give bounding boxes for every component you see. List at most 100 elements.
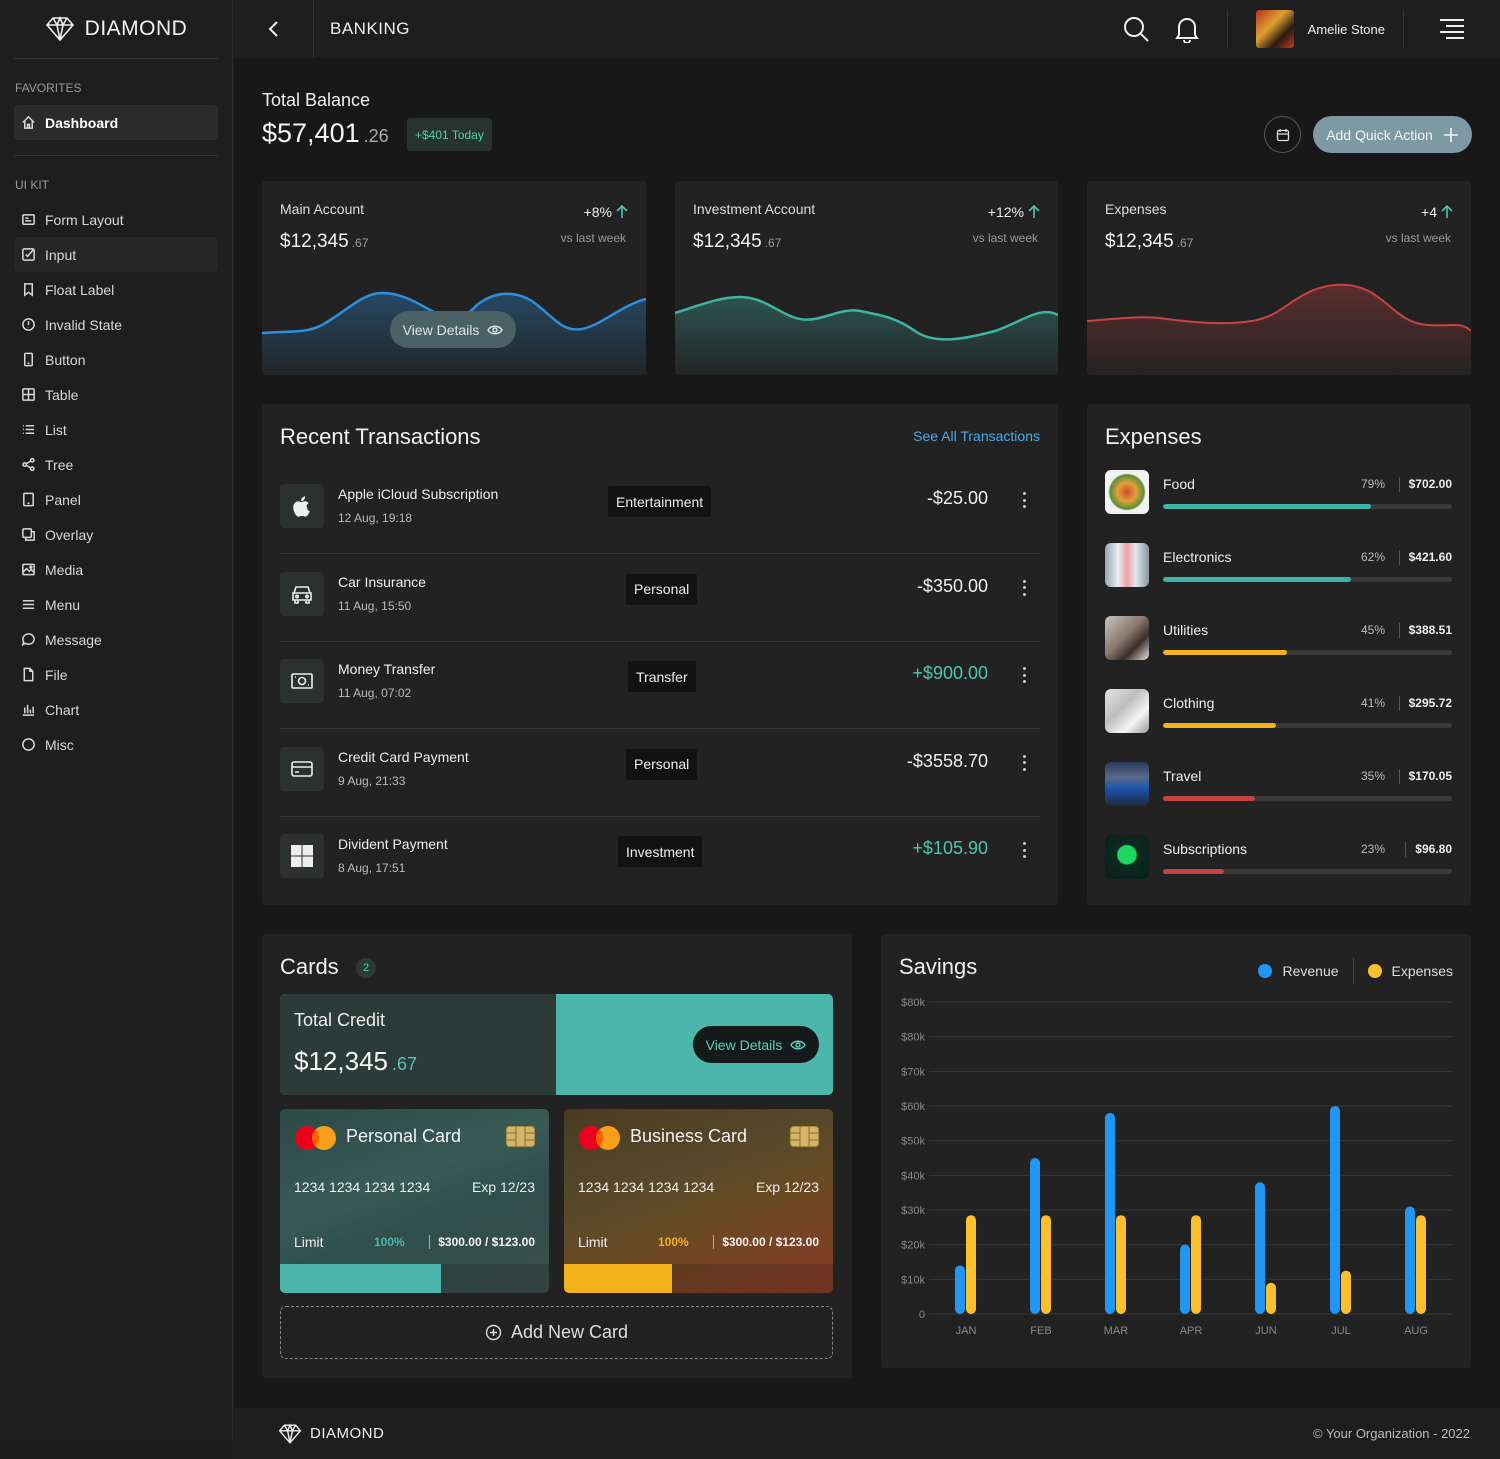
expense-name: Utilities — [1163, 622, 1209, 638]
expense-progress-bar — [1163, 577, 1452, 582]
transaction-row[interactable]: Car Insurance 11 Aug, 15:50 Personal -$350.… — [280, 554, 1040, 642]
revenue-bar[interactable] — [1405, 1206, 1415, 1314]
sidebar-item-form-layout[interactable]: Form Layout — [14, 202, 218, 237]
expense-progress-fill — [1163, 723, 1276, 728]
sidebar-item-chart[interactable]: Chart — [14, 692, 218, 727]
revenue-bar[interactable] — [1180, 1244, 1190, 1314]
total-credit-main: $12,345 — [294, 1046, 388, 1076]
back-button[interactable] — [234, 0, 314, 58]
user-menu[interactable]: Amelie Stone — [1242, 10, 1403, 48]
sidebar-item-input[interactable]: Input — [14, 237, 218, 272]
notifications-button[interactable] — [1162, 0, 1213, 58]
personal-card[interactable]: Personal Card 1234 1234 1234 1234 Exp 12/2… — [280, 1109, 549, 1293]
sidebar-item-invalid-state[interactable]: Invalid State — [14, 307, 218, 342]
expenses-bar[interactable] — [1041, 1215, 1051, 1314]
view-details-button[interactable]: View Details — [390, 311, 516, 348]
panel-title: Recent Transactions — [280, 424, 481, 449]
share-icon — [22, 457, 35, 472]
sidebar-item-label: Input — [45, 246, 77, 263]
total-credit-cents: .67 — [391, 1054, 418, 1074]
transaction-row[interactable]: Apple iCloud Subscription 12 Aug, 19:18 En… — [280, 466, 1040, 554]
expenses-bar[interactable] — [1191, 1215, 1201, 1314]
revenue-bar[interactable] — [1030, 1158, 1040, 1314]
sidebar-item-message[interactable]: Message — [14, 622, 218, 657]
more-options-icon[interactable] — [1022, 492, 1026, 508]
transaction-name: Credit Card Payment — [338, 748, 469, 765]
expenses-bar[interactable] — [1341, 1270, 1351, 1314]
y-tick-label: $70k — [901, 1066, 925, 1078]
revenue-bar[interactable] — [1105, 1112, 1115, 1314]
sidebar-item-file[interactable]: File — [14, 657, 218, 692]
expenses-panel: Expenses Food 79% $702.00 Electronics 62% $42… — [1087, 404, 1471, 905]
search-button[interactable] — [1111, 0, 1162, 58]
circle-icon — [22, 738, 35, 751]
card-expiry: Exp 12/23 — [471, 1179, 535, 1195]
kpi-change: +4 — [1421, 204, 1453, 220]
calendar-button[interactable] — [1264, 116, 1301, 153]
kpi-name: Expenses — [1105, 201, 1167, 217]
add-new-card-button[interactable]: Add New Card — [280, 1306, 833, 1359]
transaction-row[interactable]: Credit Card Payment 9 Aug, 21:33 Personal -… — [280, 729, 1040, 817]
more-options-icon[interactable] — [1022, 754, 1026, 771]
expenses-bar[interactable] — [1116, 1215, 1126, 1314]
footer: DIAMOND © Your Organization - 2022 — [234, 1408, 1500, 1459]
card-number: 1234 1234 1234 1234 — [578, 1179, 715, 1195]
revenue-bar[interactable] — [1255, 1182, 1265, 1314]
expenses-bar[interactable] — [1266, 1282, 1276, 1314]
expense-row[interactable]: Clothing 41% $295.72 — [1105, 689, 1452, 735]
sidebar-item-dashboard[interactable]: Dashboard — [14, 105, 218, 140]
expense-row[interactable]: Food 79% $702.00 — [1105, 470, 1452, 516]
total-credit-label: Total Credit — [294, 1010, 386, 1030]
expense-name: Travel — [1163, 768, 1202, 784]
expense-amount: $96.80 — [1405, 842, 1452, 857]
sidebar-item-media[interactable]: Media — [14, 552, 218, 587]
expenses-bar[interactable] — [1416, 1215, 1426, 1314]
transaction-row[interactable]: Money Transfer 11 Aug, 07:02 Transfer +$900… — [280, 641, 1040, 729]
see-all-transactions-link[interactable]: See All Transactions — [913, 428, 1040, 444]
expense-row[interactable]: Subscriptions 23% $96.80 — [1105, 835, 1452, 881]
total-credit-amount: $12,345.67 — [294, 1046, 417, 1077]
tablet-icon — [23, 492, 34, 507]
add-quick-action-button[interactable]: Add Quick Action — [1313, 116, 1472, 153]
breadcrumb: BANKING — [330, 19, 411, 38]
bars-icon — [22, 600, 35, 609]
legend-expenses[interactable]: Expenses — [1391, 963, 1453, 979]
more-options-icon[interactable] — [1022, 842, 1026, 858]
transaction-amount: -$25.00 — [926, 488, 988, 508]
sidebar-item-overlay[interactable]: Overlay — [14, 517, 218, 552]
app-logo[interactable]: DIAMOND — [0, 0, 232, 58]
sidebar-item-button[interactable]: Button — [14, 342, 218, 377]
more-options-icon[interactable] — [1022, 579, 1026, 596]
view-details-button[interactable]: View Details — [693, 1026, 819, 1063]
card-limit-amounts: $300.00 / $123.00 — [429, 1235, 535, 1249]
business-card[interactable]: Business Card 1234 1234 1234 1234 Exp 12/2… — [564, 1109, 833, 1293]
sidebar-item-label: Invalid State — [45, 316, 123, 333]
sidebar-item-panel[interactable]: Panel — [14, 482, 218, 517]
home-icon — [22, 115, 35, 129]
more-options-icon[interactable] — [1022, 667, 1026, 683]
legend-revenue[interactable]: Revenue — [1282, 963, 1339, 979]
transaction-date: 12 Aug, 19:18 — [338, 511, 413, 525]
sidebar-item-tree[interactable]: Tree — [14, 447, 218, 482]
sidebar-item-menu[interactable]: Menu — [14, 587, 218, 622]
sidebar-item-misc[interactable]: Misc — [14, 727, 218, 762]
expense-row[interactable]: Travel 35% $170.05 — [1105, 762, 1452, 808]
kpi-vs-label: vs last week — [560, 231, 626, 245]
expense-row[interactable]: Utilities 45% $388.51 — [1105, 616, 1452, 662]
add-new-card-label: Add New Card — [510, 1322, 629, 1342]
balance-amount-cents: .26 — [363, 126, 389, 146]
expenses-bar[interactable] — [966, 1215, 976, 1314]
revenue-bar[interactable] — [955, 1265, 965, 1314]
panel-title: Expenses — [1105, 424, 1202, 449]
expense-row[interactable]: Electronics 62% $421.60 — [1105, 543, 1452, 589]
sidebar-item-float-label[interactable]: Float Label — [14, 272, 218, 307]
transaction-amount: -$3558.70 — [906, 750, 988, 771]
transaction-row[interactable]: Divident Payment 8 Aug, 17:51 Investment +$… — [280, 816, 1040, 904]
sidebar-item-list[interactable]: List — [14, 412, 218, 447]
sidebar-item-label: Panel — [45, 491, 81, 508]
revenue-bar[interactable] — [1330, 1106, 1340, 1314]
sidebar-item-table[interactable]: Table — [14, 377, 218, 412]
copyright: © Your Organization - 2022 — [1312, 1426, 1470, 1441]
kpi-change-value: +8% — [583, 204, 612, 220]
menu-toggle-button[interactable] — [1404, 0, 1500, 58]
